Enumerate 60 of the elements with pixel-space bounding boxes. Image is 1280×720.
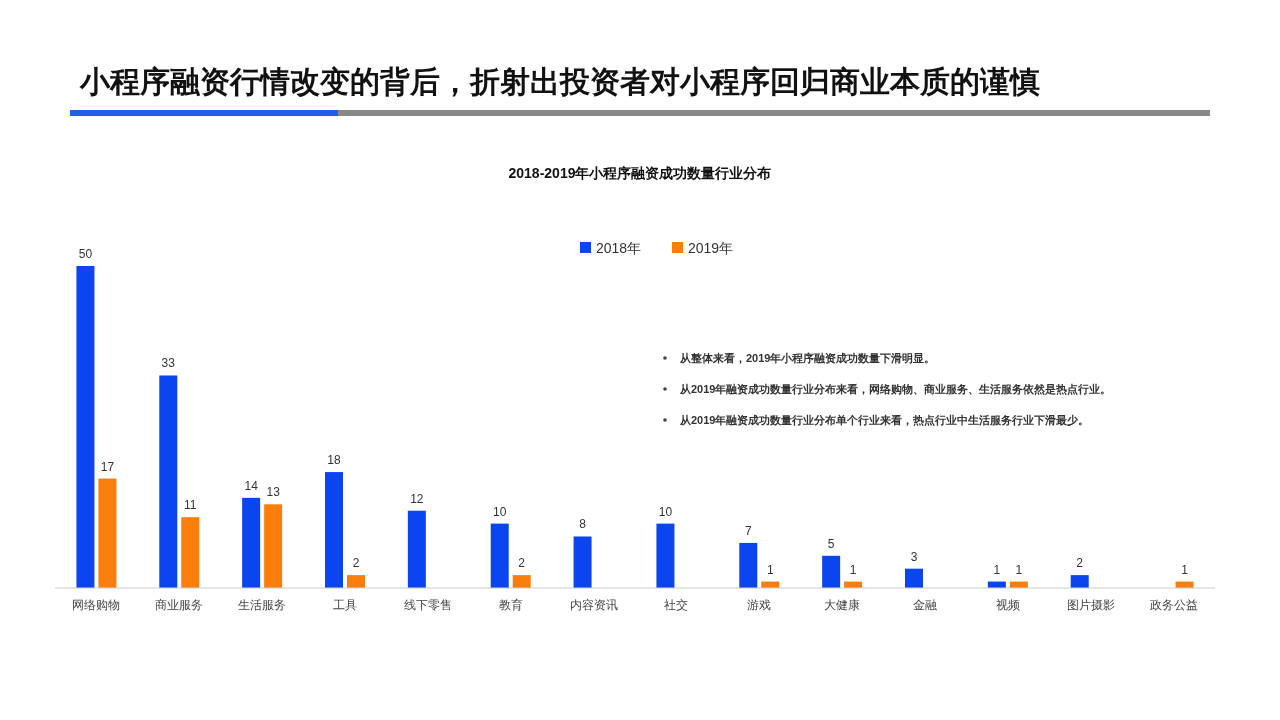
chart-subtitle: 2018-2019年小程序融资成功数量行业分布: [508, 165, 772, 181]
data-label: 18: [327, 453, 341, 468]
chart-title: 小程序融资行情改变的背后，折射出投资者对小程序回归商业本质的谨慎: [79, 65, 1040, 98]
bar: [822, 555, 841, 588]
data-label: 1: [849, 562, 857, 577]
data-label: 5: [827, 536, 835, 551]
bar: [325, 472, 343, 588]
data-label: 8: [579, 517, 587, 532]
x-tick-label: 图片摄影: [1066, 598, 1115, 612]
annotation: 从2019年融资成功数量行业分布单个行业来看，热点行业中生活服务行业下滑最少。: [679, 414, 1090, 427]
x-tick-label: 金融: [913, 598, 937, 612]
data-label: 17: [100, 459, 115, 474]
x-tick-label: 游戏: [747, 598, 772, 612]
legend-label: 2019年: [688, 240, 734, 256]
x-tick-label: 工具: [333, 598, 357, 612]
data-label: 2: [352, 556, 360, 571]
data-label: 7: [744, 523, 752, 538]
bar: [739, 542, 758, 588]
x-tick-label: 内容资讯: [569, 598, 618, 612]
x-tick-label: 商业服务: [155, 598, 204, 612]
bar: [573, 536, 592, 588]
bar: [181, 517, 200, 588]
x-tick-label: 大健康: [824, 598, 861, 612]
bar: [407, 510, 426, 588]
data-label: 50: [78, 247, 93, 261]
annotation: 从整体来看，2019年小程序融资成功数量下滑明显。: [679, 352, 936, 364]
x-tick-label: 视频: [995, 598, 1020, 612]
data-label: 1: [766, 562, 774, 577]
data-label: 10: [493, 504, 507, 519]
data-label: 11: [184, 498, 197, 513]
x-tick-label: 生活服务: [238, 598, 287, 612]
bar: [264, 504, 283, 588]
x-tick-label: 教育: [498, 598, 523, 612]
bar: [159, 375, 178, 588]
annotation: 从2019年融资成功数量行业分布来看，网络购物、商业服务、生活服务依然是热点行业。: [679, 383, 1112, 396]
data-label: 1: [993, 562, 1001, 577]
data-label: 1: [1181, 562, 1189, 577]
bar: [242, 497, 261, 588]
x-tick-label: 政务公益: [1149, 598, 1198, 612]
data-label: 2: [518, 556, 526, 571]
bar: [1070, 575, 1089, 588]
bar: [656, 523, 675, 588]
data-label: 3: [910, 549, 918, 564]
x-tick-label: 网络购物: [72, 598, 121, 612]
data-label: 2: [1076, 556, 1084, 571]
legend-label: 2018年: [596, 240, 642, 256]
bar: [98, 478, 117, 588]
data-label: 10: [658, 504, 673, 519]
data-label: 1: [1015, 562, 1023, 577]
data-label: 14: [244, 478, 259, 493]
data-label: 12: [410, 491, 424, 506]
data-label: 33: [161, 356, 176, 371]
bar: [905, 568, 923, 588]
bar: [512, 575, 531, 588]
bar: [347, 575, 365, 588]
bar: [490, 523, 509, 588]
data-label: 13: [266, 485, 281, 500]
x-tick-label: 线下零售: [403, 598, 452, 612]
bar: [76, 266, 95, 588]
x-tick-label: 社交: [664, 598, 689, 612]
